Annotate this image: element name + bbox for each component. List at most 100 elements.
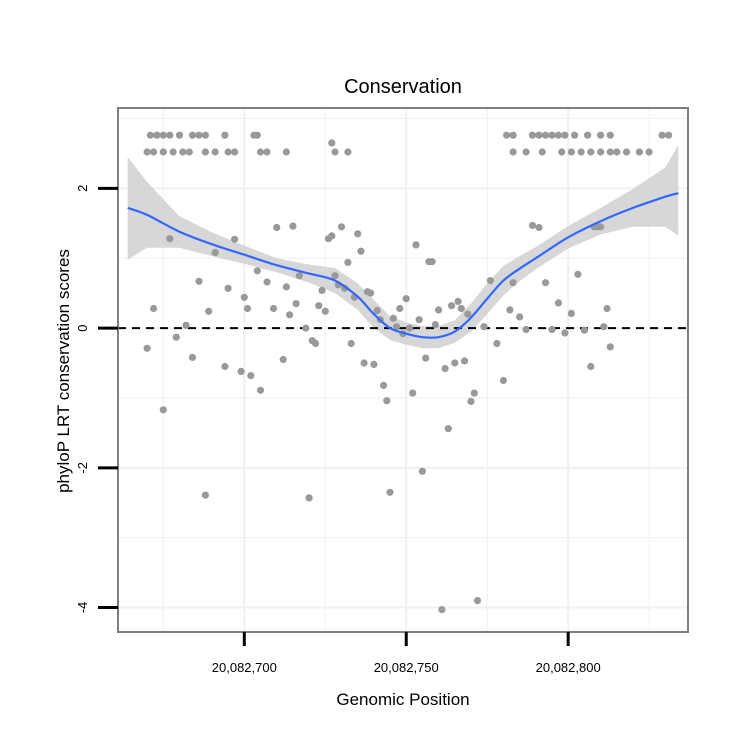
data-point — [528, 221, 537, 229]
data-point — [522, 148, 530, 156]
data-point — [201, 491, 209, 499]
y-tick-label: -4 — [75, 602, 90, 614]
data-point — [188, 353, 197, 361]
y-axis-title: phyloP LRT conservation scores — [54, 249, 73, 493]
data-point — [467, 397, 475, 405]
data-point — [282, 283, 290, 291]
data-point — [603, 304, 611, 313]
data-point — [600, 323, 608, 331]
data-point — [289, 222, 297, 230]
chart-title: Conservation — [344, 76, 462, 98]
plot-panel — [117, 107, 689, 633]
data-point — [211, 148, 219, 156]
gridlines — [118, 108, 688, 632]
data-point — [509, 148, 517, 156]
data-point — [247, 372, 255, 380]
data-point — [182, 321, 190, 329]
data-point — [405, 324, 414, 332]
data-point — [347, 339, 355, 348]
confidence-band — [127, 145, 679, 349]
data-point — [464, 310, 472, 318]
data-point — [613, 148, 621, 156]
data-point — [373, 307, 381, 315]
data-point — [279, 355, 287, 364]
data-point — [528, 131, 537, 139]
data-point — [243, 304, 252, 313]
data-point — [503, 131, 511, 139]
data-point — [237, 367, 245, 375]
data-point — [292, 300, 300, 308]
data-point — [567, 309, 576, 317]
data-point — [205, 307, 213, 315]
data-point — [584, 131, 592, 139]
x-tick-label: 20,082,750 — [374, 660, 439, 675]
data-point — [328, 232, 336, 240]
data-point — [143, 344, 151, 352]
data-point — [143, 148, 151, 156]
data-point — [441, 365, 449, 373]
data-point — [201, 148, 209, 156]
data-point — [159, 406, 167, 414]
y-tick-label: 2 — [75, 185, 90, 192]
data-point — [606, 148, 614, 156]
data-point — [554, 299, 563, 307]
data-point — [263, 148, 271, 156]
data-point — [665, 131, 673, 139]
data-point — [360, 359, 368, 367]
data-point — [159, 148, 167, 156]
data-point — [367, 289, 375, 297]
data-point — [172, 333, 180, 341]
data-point — [150, 304, 158, 313]
data-point — [383, 397, 391, 405]
data-point — [499, 376, 507, 385]
data-point — [412, 241, 420, 249]
data-point — [535, 223, 543, 232]
data-point — [221, 362, 229, 371]
data-point — [380, 381, 388, 389]
data-point — [185, 148, 193, 156]
data-point — [286, 311, 294, 319]
data-point — [506, 306, 514, 314]
data-point — [354, 230, 362, 238]
y-tick-label: -2 — [75, 462, 90, 474]
data-point — [444, 425, 452, 433]
data-point — [231, 235, 239, 243]
data-point — [188, 131, 197, 139]
data-point — [396, 304, 404, 313]
data-point — [457, 304, 465, 313]
data-point — [169, 148, 177, 156]
data-point — [415, 316, 423, 324]
data-point — [256, 386, 265, 394]
data-point — [548, 131, 556, 139]
data-point — [344, 258, 352, 266]
data-point — [658, 131, 666, 139]
data-point — [561, 131, 569, 139]
data-point — [153, 131, 161, 139]
data-point — [221, 131, 229, 139]
data-point — [195, 277, 203, 285]
data-point — [331, 272, 339, 280]
panel-background — [118, 108, 688, 632]
data-point — [409, 389, 417, 397]
y-axis: -4 -2 0 2 — [75, 185, 118, 614]
data-point — [318, 286, 326, 294]
data-point — [438, 606, 446, 614]
data-point — [224, 148, 232, 156]
data-point — [389, 314, 397, 322]
data-point — [548, 325, 556, 334]
data-point — [597, 223, 605, 231]
data-point — [331, 148, 339, 156]
x-axis: 20,082,700 20,082,750 20,082,800 — [212, 632, 601, 675]
data-point — [541, 279, 550, 287]
data-point — [328, 139, 336, 147]
data-point — [240, 293, 248, 301]
data-points — [143, 131, 673, 614]
data-point — [574, 270, 582, 278]
data-point — [315, 302, 323, 310]
data-point — [480, 323, 488, 331]
data-point — [175, 131, 184, 139]
data-point — [256, 148, 265, 156]
data-point — [435, 306, 443, 314]
data-point — [231, 148, 239, 156]
data-point — [493, 339, 501, 348]
